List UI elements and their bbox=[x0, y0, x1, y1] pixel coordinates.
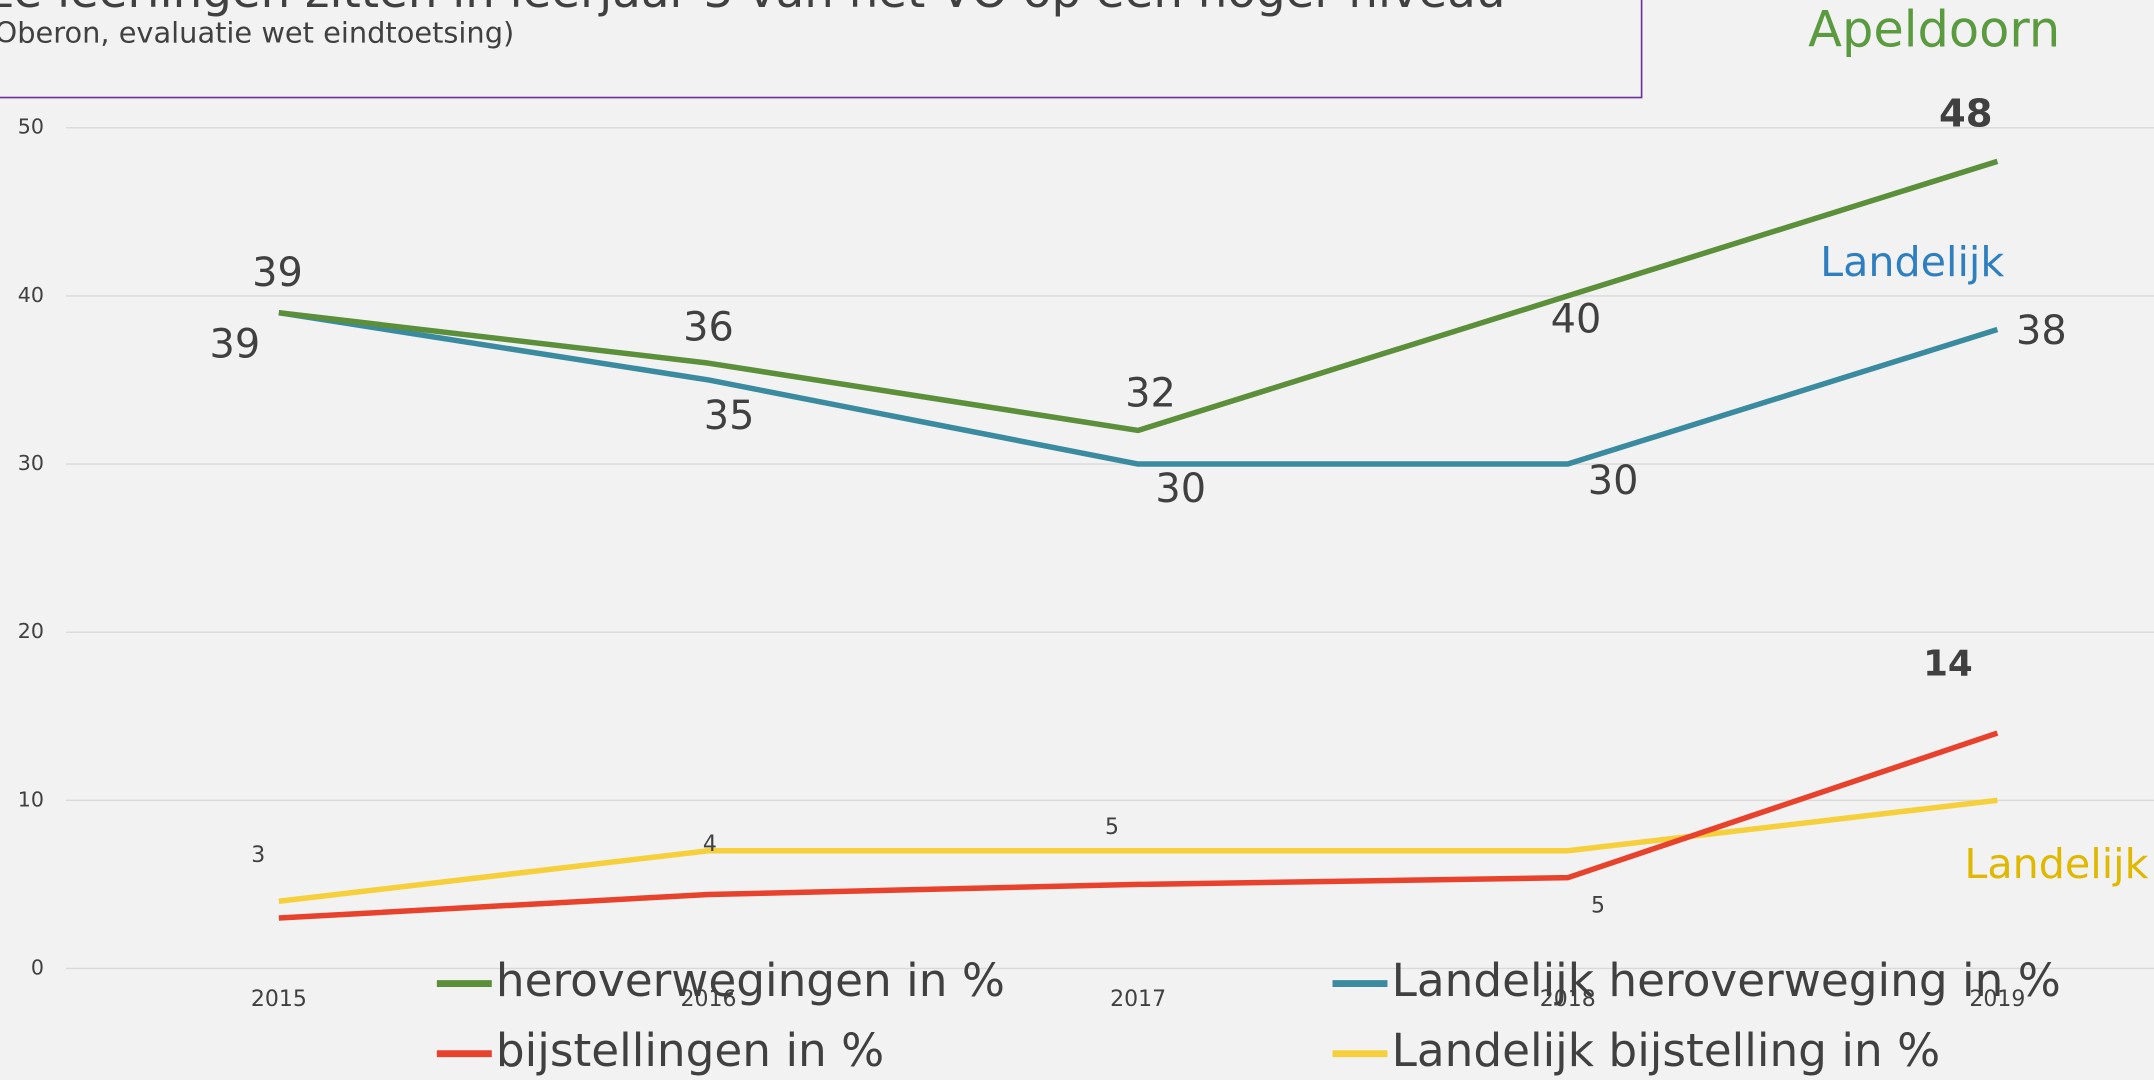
annotation: Landelijk bbox=[1820, 238, 2004, 286]
data-label: 14 bbox=[1923, 644, 1973, 685]
title-box bbox=[0, 0, 1643, 99]
data-label: 3 bbox=[251, 843, 265, 868]
chart-subtitle: Oberon, evaluatie wet eindtoetsing) bbox=[0, 15, 514, 49]
y-tick-label: 0 bbox=[31, 955, 44, 979]
line-series bbox=[278, 797, 1998, 904]
x-tick-label: 2017 bbox=[1110, 987, 1166, 1012]
data-label: 48 bbox=[1939, 92, 1993, 137]
line-series bbox=[278, 158, 1999, 434]
legend-label: heroverwegingen in % bbox=[496, 954, 1005, 1007]
y-tick-label: 10 bbox=[18, 787, 44, 811]
y-tick-label: 50 bbox=[18, 115, 44, 139]
data-label: 30 bbox=[1155, 466, 1206, 512]
annotation: Apeldoorn bbox=[1808, 0, 2060, 58]
data-label: 35 bbox=[704, 393, 755, 439]
legend-label: bijstellingen in % bbox=[496, 1024, 884, 1077]
data-label: 36 bbox=[683, 305, 734, 351]
data-label: 30 bbox=[1588, 458, 1639, 504]
y-tick-label: 40 bbox=[18, 283, 44, 307]
line-series bbox=[278, 309, 1999, 467]
x-tick-label: 2018 bbox=[1540, 987, 1596, 1012]
annotation: Landelijk bbox=[1964, 840, 2148, 888]
y-tick-label: 20 bbox=[18, 619, 44, 643]
legend-label: Landelijk bijstelling in % bbox=[1392, 1024, 1941, 1077]
data-label: 39 bbox=[210, 322, 261, 368]
data-label: 5 bbox=[1591, 894, 1605, 919]
data-label: 39 bbox=[252, 250, 303, 296]
y-tick-label: 30 bbox=[18, 451, 44, 475]
x-tick-label: 2016 bbox=[681, 987, 737, 1012]
data-label: 32 bbox=[1125, 371, 1176, 417]
chart-title: ze leerlingen zitten in leerjaar 3 van h… bbox=[0, 0, 1505, 19]
line-series bbox=[278, 730, 1999, 921]
legend-label: Landelijk heroverweging in % bbox=[1392, 954, 2061, 1007]
x-tick-label: 2015 bbox=[251, 987, 307, 1012]
data-label: 5 bbox=[1105, 815, 1119, 840]
data-label: 4 bbox=[703, 832, 717, 857]
data-label: 40 bbox=[1551, 296, 1602, 342]
x-tick-label: 2019 bbox=[1969, 987, 2025, 1012]
data-label: 38 bbox=[2016, 308, 2067, 354]
